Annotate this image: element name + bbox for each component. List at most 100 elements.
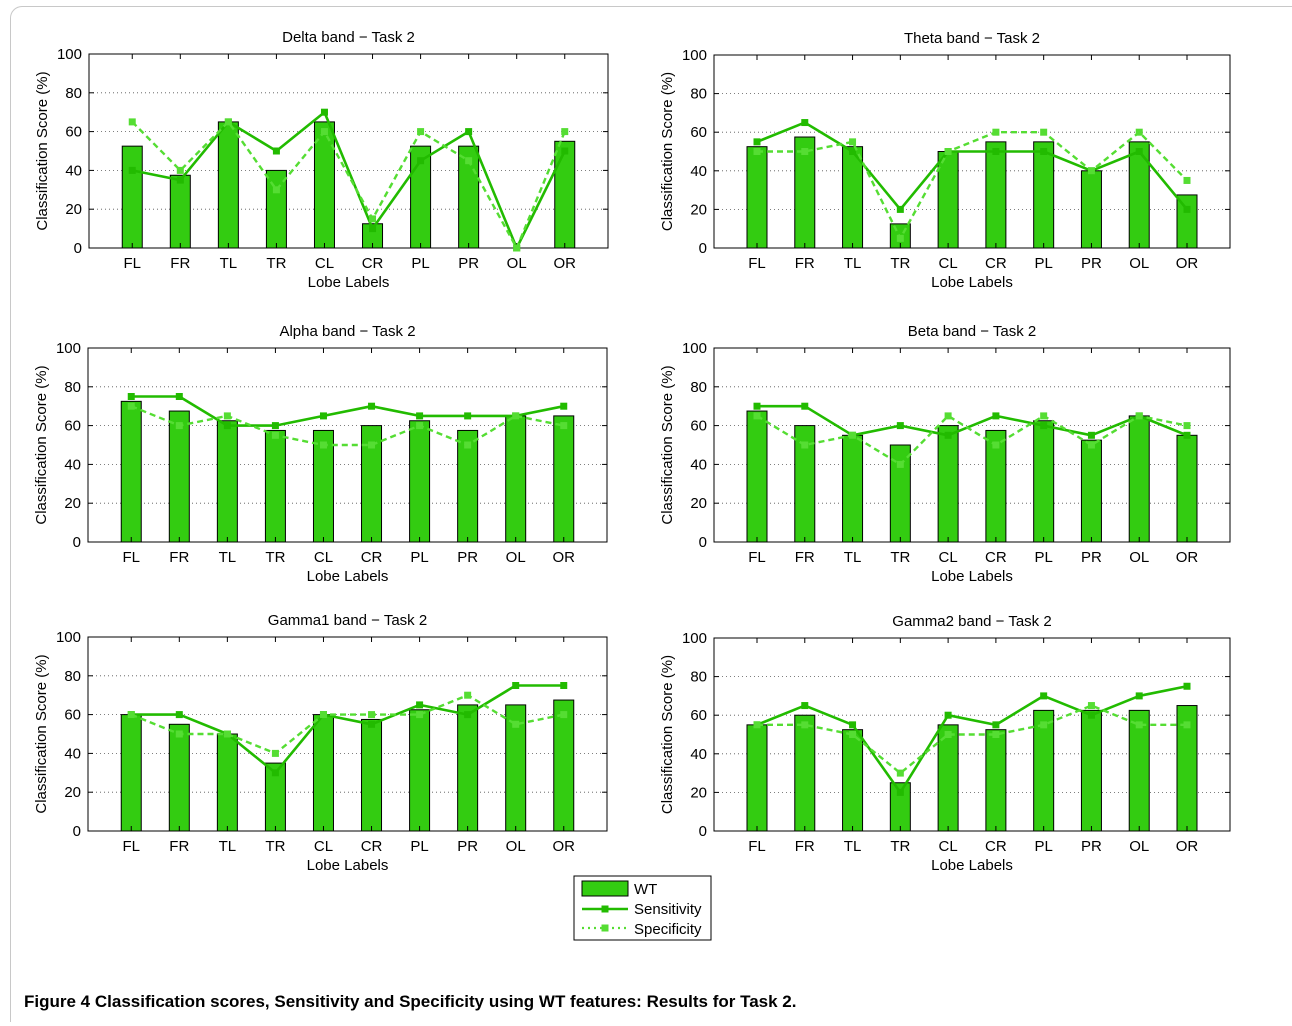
sensitivity-marker bbox=[992, 148, 1000, 155]
bar-fl bbox=[746, 146, 768, 249]
legend-marker-specificity bbox=[601, 924, 609, 932]
specificity-marker bbox=[992, 441, 1000, 449]
bar-pl bbox=[409, 420, 431, 543]
specificity-marker bbox=[513, 244, 521, 252]
y-tick-label: 0 bbox=[699, 823, 707, 840]
bar-tr bbox=[264, 429, 286, 543]
x-axis-label: Lobe Labels bbox=[308, 274, 390, 291]
plot-area bbox=[87, 636, 608, 832]
chart-panel-4: 0 20 40 60 80 100 FL FR TL TR CL CR PL PR OL OR Beta ban… bbox=[659, 323, 1231, 585]
x-tick-label: OL bbox=[506, 549, 526, 566]
specificity-marker bbox=[416, 422, 424, 430]
sensitivity-marker bbox=[1183, 682, 1191, 690]
x-tick-label: OR bbox=[1176, 549, 1199, 566]
sensitivity-marker bbox=[944, 431, 952, 439]
specificity-line bbox=[757, 704, 1187, 775]
bar-cl bbox=[937, 425, 959, 543]
y-tick-label: 40 bbox=[690, 746, 707, 763]
specificity-marker bbox=[1087, 441, 1095, 449]
x-tick-label: TR bbox=[890, 838, 910, 855]
x-tick-label: TL bbox=[219, 549, 237, 566]
sensitivity-marker bbox=[753, 138, 761, 146]
specificity-marker bbox=[319, 441, 327, 449]
x-tick-label: PR bbox=[1081, 255, 1102, 272]
specificity-marker bbox=[561, 128, 569, 136]
specificity-marker bbox=[223, 412, 231, 420]
x-tick-label: FL bbox=[122, 549, 140, 566]
bar-fl bbox=[120, 714, 142, 832]
y-tick-label: 80 bbox=[690, 669, 707, 686]
x-tick-label: TR bbox=[266, 255, 286, 272]
sensitivity-marker bbox=[176, 176, 184, 184]
x-tick-label: PR bbox=[457, 838, 478, 855]
x-axis-label: Lobe Labels bbox=[307, 857, 389, 874]
bar-pl bbox=[1033, 141, 1055, 249]
x-tick-label: TL bbox=[844, 549, 862, 566]
sensitivity-marker bbox=[464, 711, 472, 719]
specificity-marker bbox=[849, 731, 857, 738]
x-tick-label: PL bbox=[410, 549, 428, 566]
figure-frame bbox=[10, 6, 1292, 1022]
chart-panel-1: 0 20 40 60 80 100 FL FR TL TR CL CR PL PR OL OR Delta ba… bbox=[34, 29, 609, 291]
specificity-marker bbox=[272, 186, 280, 194]
bar-cr bbox=[985, 729, 1007, 832]
sensitivity-marker bbox=[560, 402, 568, 410]
sensitivity-marker bbox=[1087, 431, 1095, 439]
x-tick-label: PR bbox=[1081, 838, 1102, 855]
bar-pr bbox=[1080, 709, 1102, 832]
specificity-marker bbox=[753, 148, 761, 155]
chart-panel-5: 0 20 40 60 80 100 FL FR TL TR CL CR PL PR OL OR Gamma1 b… bbox=[33, 612, 608, 874]
x-tick-label: PL bbox=[410, 838, 428, 855]
x-tick-label: CL bbox=[939, 549, 958, 566]
specificity-marker bbox=[992, 731, 1000, 738]
x-tick-label: CL bbox=[314, 549, 333, 566]
x-tick-label: FR bbox=[795, 838, 815, 855]
x-tick-label: OL bbox=[1129, 255, 1149, 272]
legend-marker-sensitivity bbox=[601, 905, 609, 913]
bar-tl bbox=[842, 729, 864, 832]
specificity-marker bbox=[224, 118, 232, 126]
y-tick-label: 100 bbox=[682, 47, 707, 64]
x-tick-label: OL bbox=[506, 838, 526, 855]
sensitivity-marker bbox=[465, 128, 473, 136]
y-tick-label: 80 bbox=[65, 85, 82, 102]
specificity-marker bbox=[417, 128, 425, 136]
sensitivity-marker bbox=[271, 422, 279, 430]
x-tick-label: FR bbox=[795, 255, 815, 272]
chart-panel-2: 0 20 40 60 80 100 FL FR TL TR CL CR PL PR OL OR Theta ba… bbox=[659, 30, 1231, 291]
legend-label-wt: WT bbox=[634, 881, 657, 898]
x-tick-label: TL bbox=[220, 255, 238, 272]
bar-pr bbox=[1080, 170, 1102, 249]
y-axis-label: Classification Score (%) bbox=[33, 654, 50, 813]
specificity-marker bbox=[560, 422, 568, 430]
specificity-marker bbox=[176, 166, 184, 174]
x-tick-label: OL bbox=[1129, 549, 1149, 566]
sensitivity-marker bbox=[175, 393, 183, 400]
sensitivity-marker bbox=[849, 721, 857, 729]
sensitivity-marker bbox=[849, 148, 857, 155]
bar-ol bbox=[1128, 709, 1150, 832]
chart-title: Theta band − Task 2 bbox=[904, 30, 1040, 47]
specificity-marker bbox=[560, 711, 568, 719]
specificity-marker bbox=[1135, 721, 1143, 729]
sensitivity-marker bbox=[1087, 711, 1095, 719]
bar-fr bbox=[168, 410, 190, 543]
specificity-marker bbox=[320, 128, 328, 136]
y-tick-label: 0 bbox=[699, 534, 707, 551]
specificity-marker bbox=[512, 720, 520, 728]
sensitivity-marker bbox=[801, 119, 809, 127]
specificity-line bbox=[756, 414, 1188, 466]
sensitivity-marker bbox=[896, 205, 904, 213]
specificity-marker bbox=[992, 128, 1000, 136]
specificity-marker bbox=[753, 721, 761, 729]
sensitivity-marker bbox=[319, 412, 327, 420]
sensitivity-marker bbox=[369, 225, 377, 233]
specificity-marker bbox=[1040, 128, 1048, 136]
sensitivity-marker bbox=[561, 147, 569, 155]
bar-fr bbox=[169, 174, 191, 249]
bar-cl bbox=[937, 151, 959, 249]
bar-pr bbox=[1080, 439, 1102, 543]
specificity-marker bbox=[465, 157, 473, 165]
legend-swatch-wt bbox=[581, 880, 629, 897]
specificity-marker bbox=[1183, 176, 1191, 184]
